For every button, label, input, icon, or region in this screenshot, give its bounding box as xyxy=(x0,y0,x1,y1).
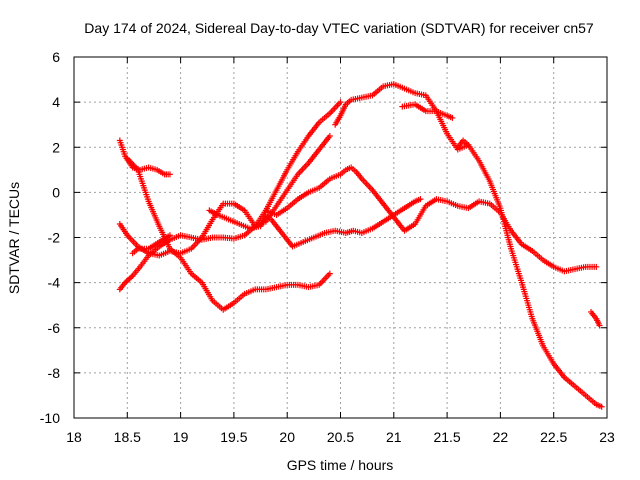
y-tick-label: -10 xyxy=(40,410,60,426)
x-tick-label: 21.5 xyxy=(433,429,460,445)
axis-ticks: 18 18.5 19 19.5 20 20.5 21 21.5 22 22.5 23-10-8-6-… xyxy=(40,49,615,445)
y-tick-label: 6 xyxy=(52,49,60,65)
series-track-f xyxy=(206,196,424,250)
x-tick-label: 20.5 xyxy=(327,429,354,445)
x-tick-label: 21 xyxy=(386,429,402,445)
x-tick-label: 18.5 xyxy=(114,429,141,445)
chart-title: Day 174 of 2024, Sidereal Day-to-day VTE… xyxy=(84,20,594,36)
data-point xyxy=(596,322,603,329)
x-axis-label: GPS time / hours xyxy=(287,457,394,473)
y-axis-label: SDTVAR / TECUs xyxy=(6,182,22,294)
x-tick-label: 19 xyxy=(173,429,189,445)
x-tick-label: 18 xyxy=(66,429,82,445)
series-track-i xyxy=(399,101,456,121)
data-series-layer xyxy=(116,81,605,410)
series-track-j xyxy=(454,137,472,151)
series-track-e xyxy=(129,232,173,257)
data-point xyxy=(326,270,333,277)
series-track-a xyxy=(116,99,344,293)
series-track-k xyxy=(588,308,603,329)
y-tick-label: 2 xyxy=(52,139,60,155)
data-point xyxy=(465,141,472,148)
x-tick-label: 22.5 xyxy=(540,429,567,445)
y-tick-label: -8 xyxy=(48,365,61,381)
y-tick-label: 4 xyxy=(52,94,60,110)
y-tick-label: 0 xyxy=(52,184,60,200)
data-point xyxy=(337,99,344,106)
y-tick-label: -4 xyxy=(48,275,61,291)
data-point xyxy=(166,171,173,178)
data-point xyxy=(593,263,600,270)
x-tick-label: 19.5 xyxy=(220,429,247,445)
data-point xyxy=(417,196,424,203)
x-tick-label: 20 xyxy=(279,429,295,445)
data-point xyxy=(598,403,605,410)
data-point xyxy=(326,132,333,139)
y-tick-label: -6 xyxy=(48,320,61,336)
data-point xyxy=(166,232,173,239)
x-tick-label: 22 xyxy=(493,429,509,445)
y-tick-label: -2 xyxy=(48,230,61,246)
x-tick-label: 23 xyxy=(599,429,615,445)
data-point xyxy=(449,114,456,121)
